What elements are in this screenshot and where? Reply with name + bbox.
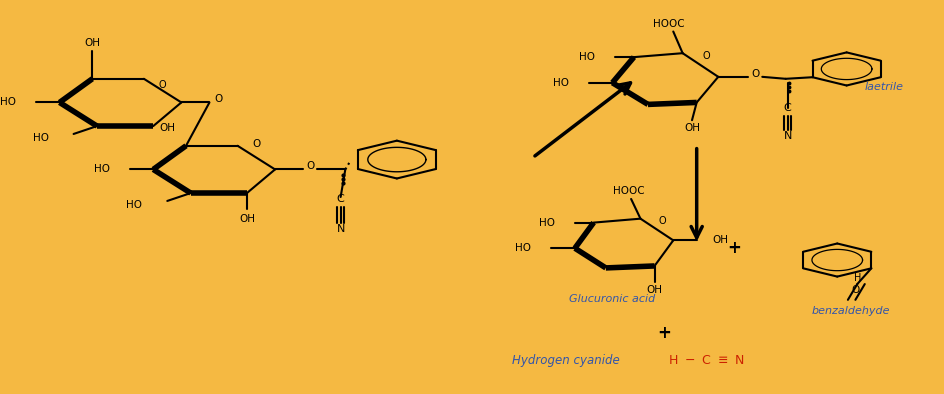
Text: O: O xyxy=(658,216,666,226)
Text: HO: HO xyxy=(552,78,568,88)
Text: HOOC: HOOC xyxy=(613,186,645,196)
Text: OH: OH xyxy=(239,214,255,224)
Text: OH: OH xyxy=(160,123,175,133)
Text: N: N xyxy=(336,223,345,234)
Text: C: C xyxy=(701,354,710,367)
Text: laetrile: laetrile xyxy=(864,82,902,92)
Text: H: H xyxy=(852,273,860,283)
Text: OH: OH xyxy=(712,235,727,245)
Text: HO: HO xyxy=(33,133,49,143)
Text: O: O xyxy=(159,80,166,90)
Text: O: O xyxy=(750,69,759,80)
Text: O: O xyxy=(252,139,261,149)
Text: benzaldehyde: benzaldehyde xyxy=(811,306,889,316)
Text: HO: HO xyxy=(0,97,16,108)
Text: OH: OH xyxy=(84,38,100,48)
Text: ≡: ≡ xyxy=(716,354,728,367)
Text: C: C xyxy=(783,103,791,113)
Text: HO: HO xyxy=(514,243,531,253)
Text: HOOC: HOOC xyxy=(652,19,683,29)
Text: N: N xyxy=(734,354,744,367)
Text: −: − xyxy=(684,354,695,367)
Text: H: H xyxy=(667,354,677,367)
Text: Hydrogen cyanide: Hydrogen cyanide xyxy=(511,354,618,367)
Text: +: + xyxy=(727,239,740,257)
Text: OH: OH xyxy=(683,123,700,133)
Text: C: C xyxy=(336,194,345,204)
Text: OH: OH xyxy=(646,285,662,296)
Text: O: O xyxy=(701,51,709,61)
Text: O: O xyxy=(306,161,314,171)
Text: N: N xyxy=(783,131,791,141)
Text: HO: HO xyxy=(538,217,554,228)
Text: O: O xyxy=(851,285,859,295)
Text: HO: HO xyxy=(93,164,110,175)
Text: +: + xyxy=(656,324,670,342)
Text: HO: HO xyxy=(579,52,595,62)
Text: HO: HO xyxy=(126,200,143,210)
Text: O: O xyxy=(214,93,223,104)
Text: Glucuronic acid: Glucuronic acid xyxy=(568,294,655,305)
